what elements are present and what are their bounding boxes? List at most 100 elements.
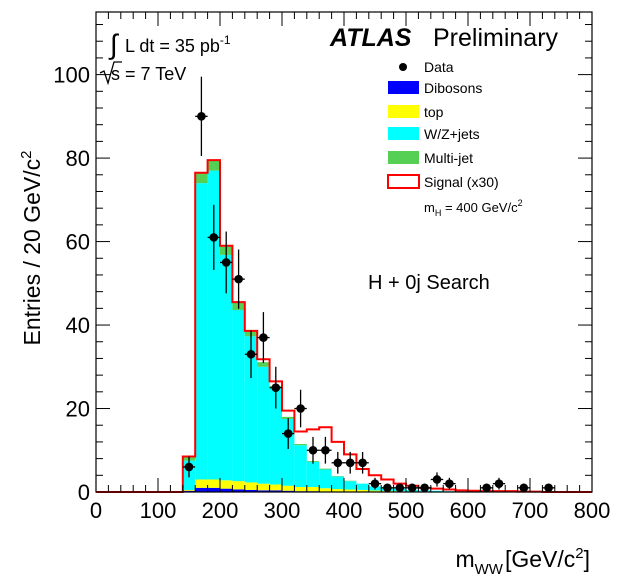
x-tick-label: 0 — [90, 498, 102, 523]
data-point — [232, 249, 245, 309]
data-point — [368, 477, 382, 490]
data-point — [306, 436, 320, 464]
stack-bar-top — [344, 489, 357, 492]
stack-bar-w-z-jets — [269, 388, 282, 485]
stack-bar-w-z-jets — [220, 254, 233, 481]
stack-bar-top — [232, 481, 245, 490]
stack-bar-w-z-jets — [430, 490, 444, 492]
stack-bar-multi-jet — [195, 172, 208, 184]
legend-item-top: top — [388, 104, 444, 120]
axis-layer: 0 100 200 300 400 500 600 700 800 0 20 40 60 80 100 — [53, 12, 610, 523]
y-tick-label: 60 — [66, 230, 90, 255]
svg-text:Data: Data — [424, 59, 454, 75]
stack-bar-w-z-jets — [331, 476, 344, 490]
svg-text:Signal (x30): Signal (x30) — [424, 174, 499, 190]
data-point — [542, 483, 555, 493]
stack-bar-top — [368, 490, 382, 492]
data-point — [294, 389, 307, 428]
legend-item-data: Data — [399, 59, 454, 75]
stack-bar-multi-jet — [257, 362, 270, 367]
data-point — [319, 436, 332, 464]
stack-bar-top — [269, 484, 282, 491]
stack-bar-multi-jet — [294, 444, 307, 446]
stack-bar-w-z-jets — [232, 310, 245, 482]
y-tick-label: 100 — [53, 63, 90, 88]
x-tick-label: 100 — [140, 498, 177, 523]
stack-bar-top — [257, 483, 270, 491]
data-point — [418, 483, 431, 493]
stack-bar-top — [220, 480, 233, 489]
stack-bar-dibosons — [269, 490, 282, 492]
y-tick-label: 20 — [66, 397, 90, 422]
data-point — [220, 231, 233, 294]
data-point — [430, 472, 444, 487]
legend-item-wzjets: W/Z+jets — [388, 126, 480, 142]
x-tick-label: 300 — [264, 498, 301, 523]
legend-mass-label: mH = 400 GeV/c2 — [424, 198, 523, 218]
legend-item-multijet: Multi-jet — [388, 150, 473, 166]
stack-bar-w-z-jets — [344, 481, 357, 490]
integral-symbol: ∫ — [108, 29, 120, 60]
y-tick-label: 0 — [78, 480, 90, 505]
y-tick-label: 80 — [66, 146, 90, 171]
stack-bar-w-z-jets — [356, 483, 369, 490]
stack-bar-top — [244, 482, 258, 490]
stack-bar-dibosons — [207, 487, 220, 492]
plot-frame — [95, 11, 593, 493]
data-point — [443, 477, 456, 490]
data-point — [207, 204, 220, 270]
x-tick-label: 400 — [326, 498, 363, 523]
stack-bar-multi-jet — [319, 468, 332, 470]
data-point — [492, 477, 506, 490]
x-tick-label: 800 — [574, 498, 611, 523]
legend-item-signal: Signal (x30) — [387, 174, 499, 190]
data-point — [269, 366, 282, 409]
stack-bar-top — [331, 489, 344, 492]
stack-bar-dibosons — [232, 489, 245, 492]
stack-bar-top — [195, 479, 208, 488]
data-point — [182, 456, 196, 478]
legend-item-dibosons: Dibosons — [388, 80, 482, 96]
data-point — [356, 451, 369, 474]
stack-bar-top — [282, 485, 295, 491]
stack-bar-w-z-jets — [207, 170, 220, 480]
y-axis-label: Entries / 20 GeV/c2 — [18, 151, 45, 346]
stack-bar-top — [319, 488, 332, 492]
stack-bar-w-z-jets — [195, 183, 208, 480]
channel-label: H + 0j Search — [368, 272, 490, 294]
stack-bar-top — [306, 486, 320, 492]
luminosity-label: L dt = 35 pb-1 — [125, 33, 231, 56]
stack-bar-w-z-jets — [319, 469, 332, 489]
data-point — [480, 483, 493, 493]
x-tick-label: 200 — [202, 498, 239, 523]
stack-bar-w-z-jets — [257, 366, 270, 484]
data-point — [331, 451, 344, 474]
stack-bar-dibosons — [195, 487, 208, 492]
stack-bar-dibosons — [257, 490, 270, 492]
stack-bar-dibosons — [220, 488, 233, 492]
data-point — [393, 483, 406, 493]
data-point — [282, 418, 295, 450]
stack-bar-top — [356, 489, 369, 492]
atlas-label: ATLAS — [329, 24, 412, 52]
stack-bar-dibosons — [182, 490, 196, 492]
stack-bar-top — [294, 486, 307, 492]
legend: Data Dibosons top W/Z+jets Multi-jet Sig… — [387, 59, 523, 218]
data-point — [257, 312, 270, 364]
stack-bar-dibosons — [244, 489, 258, 492]
svg-text:top: top — [424, 104, 444, 120]
svg-text:Multi-jet: Multi-jet — [424, 150, 473, 166]
x-tick-label: 600 — [450, 498, 487, 523]
data-point — [195, 76, 208, 156]
stack-bar-top — [182, 489, 196, 491]
signal-line — [96, 159, 592, 493]
data-point — [381, 483, 394, 493]
data-point — [244, 330, 258, 379]
stack-bar-multi-jet — [207, 160, 220, 171]
stack-bar-dibosons — [282, 490, 295, 492]
x-tick-label: 500 — [388, 498, 425, 523]
energy-label: s = 7 TeV — [111, 64, 186, 84]
sqrt-symbol — [99, 61, 122, 86]
stack-bar-w-z-jets — [306, 461, 320, 487]
